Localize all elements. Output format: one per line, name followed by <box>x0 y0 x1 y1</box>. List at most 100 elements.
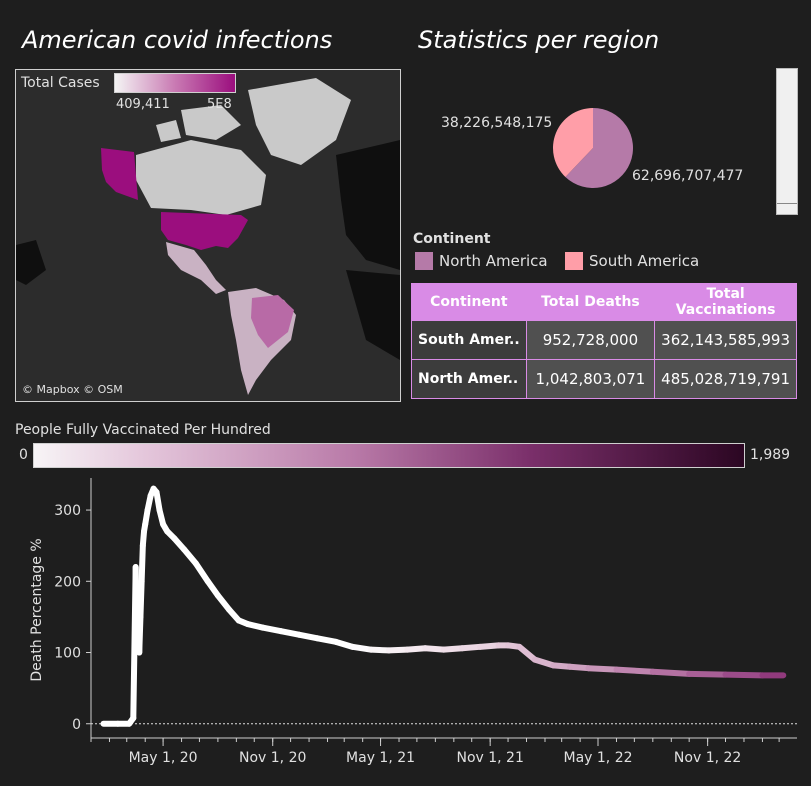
series-line-segment[interactable] <box>585 665 620 673</box>
series-point[interactable] <box>783 675 784 676</box>
series-point[interactable] <box>103 723 104 724</box>
series-point[interactable] <box>425 648 426 649</box>
series-point[interactable] <box>183 549 184 550</box>
series-point[interactable] <box>136 638 137 639</box>
series-point[interactable] <box>407 649 408 650</box>
series-point[interactable] <box>163 524 164 525</box>
series-point[interactable] <box>534 659 535 660</box>
map-region-canada[interactable] <box>136 140 266 215</box>
series-point[interactable] <box>238 620 239 621</box>
series-point[interactable] <box>133 718 134 719</box>
series-line-segment[interactable] <box>440 645 466 653</box>
series-line-segment[interactable] <box>137 578 145 620</box>
series-point[interactable] <box>147 510 148 511</box>
series-point[interactable] <box>217 595 218 596</box>
col-header-total-vaccinations[interactable]: Total Vaccinations <box>654 283 797 321</box>
series-point[interactable] <box>156 492 157 493</box>
series-point[interactable] <box>262 627 263 628</box>
map-attribution[interactable]: © Mapbox © OSM <box>22 383 123 396</box>
series-point[interactable] <box>652 671 653 672</box>
series-line-segment[interactable] <box>649 668 693 677</box>
series-point[interactable] <box>140 616 141 617</box>
map-region-mexico[interactable] <box>166 242 226 294</box>
series-point[interactable] <box>174 538 175 539</box>
map-region-greenland[interactable] <box>248 78 351 165</box>
series-line-segment[interactable] <box>531 656 557 669</box>
continent-legend-item-south-america[interactable]: South America <box>565 252 699 270</box>
table-row[interactable]: North Amer.. 1,042,803,071 485,028,719,7… <box>411 359 797 399</box>
death-percentage-chart[interactable]: Death Percentage % 0 100 200 300 May 1, 20 N… <box>0 470 811 786</box>
series-line-segment[interactable] <box>136 613 144 656</box>
series-point[interactable] <box>388 650 389 651</box>
series-point[interactable] <box>762 675 763 676</box>
series-point[interactable] <box>207 581 208 582</box>
series-line-segment[interactable] <box>153 489 163 514</box>
series-point[interactable] <box>139 652 140 653</box>
series-line-segment[interactable] <box>477 642 502 650</box>
series-point[interactable] <box>519 646 520 647</box>
map-region-brazil[interactable] <box>251 295 294 348</box>
pie-scrollbar[interactable] <box>776 68 798 215</box>
series-point[interactable] <box>480 646 481 647</box>
series-point[interactable] <box>553 665 554 666</box>
series-point[interactable] <box>129 723 130 724</box>
series-point[interactable] <box>153 488 154 489</box>
table-row[interactable]: South Amer.. 952,728,000 362,143,585,993 <box>411 320 797 360</box>
series-point[interactable] <box>352 646 353 647</box>
series-line-segment[interactable] <box>180 546 199 567</box>
series-point[interactable] <box>508 645 509 646</box>
series-point[interactable] <box>150 495 151 496</box>
map-canvas[interactable] <box>16 70 400 401</box>
series-point[interactable] <box>159 510 160 511</box>
series-point[interactable] <box>138 595 139 596</box>
series-point[interactable] <box>335 641 336 642</box>
series-point[interactable] <box>229 609 230 610</box>
series-point[interactable] <box>588 668 589 669</box>
series-point[interactable] <box>167 531 168 532</box>
map-region-alaska[interactable] <box>101 148 138 200</box>
series-line-segment[interactable] <box>278 628 302 638</box>
series-point[interactable] <box>141 581 142 582</box>
series-point[interactable] <box>443 649 444 650</box>
series-point[interactable] <box>145 524 146 525</box>
series-point[interactable] <box>725 674 726 675</box>
series-point[interactable] <box>498 645 499 646</box>
series-line-segment[interactable] <box>422 645 447 653</box>
series-line-segment[interactable] <box>385 646 411 654</box>
series-point[interactable] <box>195 563 196 564</box>
series-line-segment[interactable] <box>138 542 146 585</box>
series-line-segment[interactable] <box>259 624 285 635</box>
continent-legend-label: South America <box>589 252 700 270</box>
series-point[interactable] <box>281 631 282 632</box>
series-line-segment[interactable] <box>214 592 233 613</box>
series-line-segment[interactable] <box>567 663 592 672</box>
col-header-total-deaths[interactable]: Total Deaths <box>525 283 656 321</box>
series-point[interactable] <box>570 666 571 667</box>
covid-map[interactable]: Total Cases 409,411 5E8 © Mapbox © OSM <box>15 69 401 402</box>
region-pie-chart[interactable] <box>540 100 650 200</box>
series-point[interactable] <box>689 673 690 674</box>
series-point[interactable] <box>462 648 463 649</box>
series-line-segment[interactable] <box>314 635 339 645</box>
series-point[interactable] <box>142 545 143 546</box>
series-point[interactable] <box>247 624 248 625</box>
series-point[interactable] <box>371 649 372 650</box>
pie-slice-north-america[interactable] <box>565 108 633 188</box>
series-line-segment[interactable] <box>192 560 211 585</box>
continent-legend-item-north-america[interactable]: North America <box>415 252 548 270</box>
series-line-segment[interactable] <box>686 670 729 678</box>
series-point[interactable] <box>144 531 145 532</box>
series-line-segment[interactable] <box>349 643 375 653</box>
series-point[interactable] <box>135 567 136 568</box>
series-point[interactable] <box>616 669 617 670</box>
col-header-continent[interactable]: Continent <box>411 283 527 321</box>
series-point[interactable] <box>117 723 118 724</box>
series-line-segment[interactable] <box>613 666 656 675</box>
pie-slice-south-america[interactable] <box>553 108 593 177</box>
series-point[interactable] <box>317 638 318 639</box>
series-line-segment[interactable] <box>516 643 538 663</box>
series-point[interactable] <box>298 634 299 635</box>
map-region-usa[interactable] <box>161 212 248 250</box>
series-line-segment[interactable] <box>295 631 321 642</box>
series-line-segment[interactable] <box>722 671 766 679</box>
